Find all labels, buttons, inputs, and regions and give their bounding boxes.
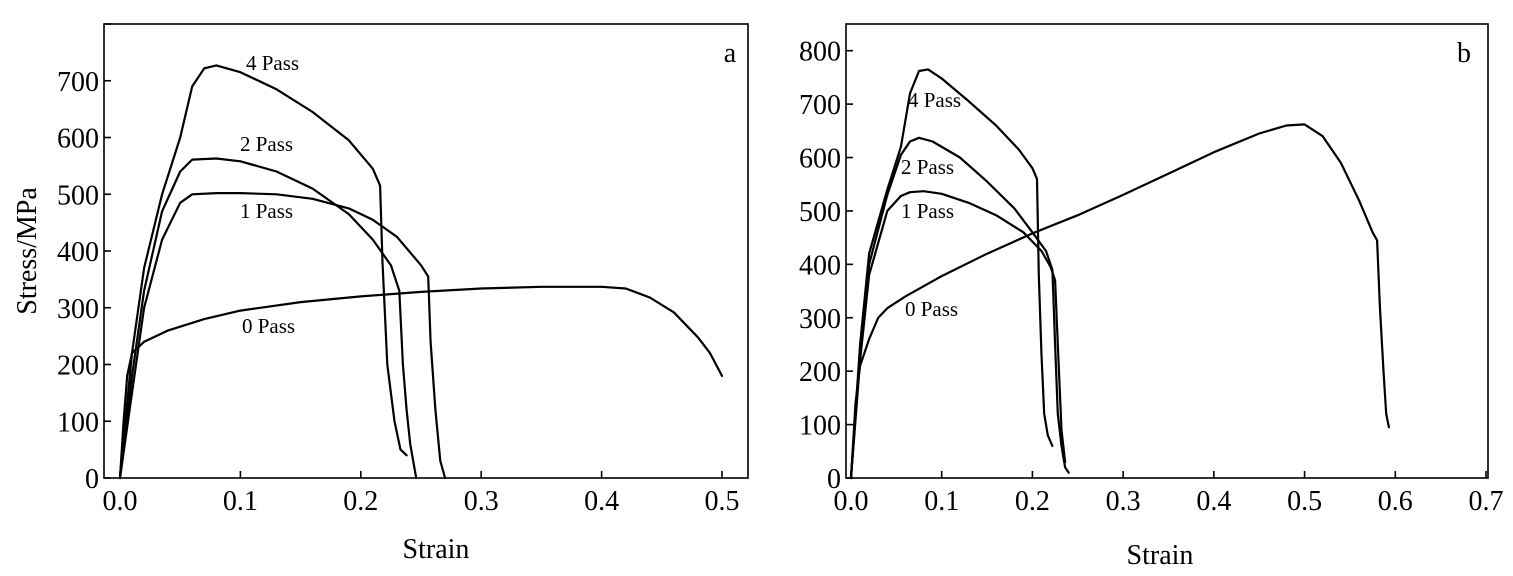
panel-b-xtick-label: 0.7 <box>1469 486 1504 517</box>
panel-b-xlabel: Strain <box>1127 540 1194 571</box>
panel-b-ytick-label: 100 <box>799 411 841 442</box>
panel-b-curve-0-pass <box>849 123 1390 480</box>
panel-b-label-1-pass: 1 Pass <box>901 199 954 223</box>
panel-b-ytick-label: 200 <box>799 357 841 388</box>
panel-a-ytick-label: 100 <box>57 407 99 438</box>
panel-b-xtick-label: 0.5 <box>1287 486 1322 517</box>
panel-a-xtick-label: 0.1 <box>223 486 258 517</box>
panel-a-xtick-label: 0.2 <box>343 486 378 517</box>
panel-a-curves <box>118 64 724 480</box>
panel-a-label-0-pass: 0 Pass <box>242 314 295 338</box>
panel-a-label-1-pass: 1 Pass <box>240 199 293 223</box>
panel-a: 0.0 0.1 0.2 0.3 0.4 0.5 0 100 200 300 400 500 600 700… <box>12 23 749 565</box>
panel-a-xlabel: Strain <box>403 534 470 565</box>
panel-b-ytick-label: 0 <box>827 464 841 495</box>
panel-b-xtick-label: 0.2 <box>1015 486 1050 517</box>
panel-a-curve-1-pass <box>118 192 447 480</box>
panel-a-ylabel: Stress/MPa <box>12 187 43 315</box>
panel-b-xtick-label: 0.0 <box>834 486 869 517</box>
panel-b-ytick-label: 700 <box>799 90 841 121</box>
panel-a-curve-0-pass <box>118 285 724 480</box>
panel-a-ytick-label: 500 <box>57 180 99 211</box>
panel-b-ytick-label: 500 <box>799 197 841 228</box>
panel-a-frame <box>103 23 749 479</box>
panel-a-curve-2-pass <box>118 157 418 480</box>
panel-a-ytick-label: 200 <box>57 351 99 382</box>
panel-b-curves <box>849 68 1390 480</box>
panel-b-xtick-label: 0.4 <box>1196 486 1231 517</box>
panel-a-label-4-pass: 4 Pass <box>246 51 299 75</box>
panel-b-ytick-label: 300 <box>799 304 841 335</box>
panel-a-curve-4-pass <box>118 64 408 480</box>
panel-a-xtick-label: 0.4 <box>584 486 619 517</box>
panel-b-xtick-label: 0.1 <box>924 486 959 517</box>
panel-b-letter: b <box>1457 38 1471 69</box>
panel-a-xtick-label: 0.3 <box>464 486 499 517</box>
panel-b-label-4-pass: 4 Pass <box>908 88 961 112</box>
panel-a-ticks: 0.0 0.1 0.2 0.3 0.4 0.5 0 100 200 300 400 500 600 700 <box>57 23 740 517</box>
panel-b-ytick-label: 600 <box>799 144 841 175</box>
panel-a-ytick-label: 600 <box>57 124 99 155</box>
panel-b-ticks: 0.0 0.1 0.2 0.3 0.4 0.5 0.6 0.7 0 100 200 300 400 500… <box>799 37 1504 517</box>
panel-a-ytick-label: 700 <box>57 67 99 98</box>
panel-b: 0.0 0.1 0.2 0.3 0.4 0.5 0.6 0.7 0 100 200 300 400 500… <box>799 23 1504 571</box>
panel-a-xtick-label: 0.5 <box>705 486 740 517</box>
panel-b-ytick-label: 800 <box>799 37 841 68</box>
panel-b-curve-2-pass <box>849 136 1070 480</box>
panel-b-xtick-label: 0.6 <box>1378 486 1413 517</box>
panel-b-label-2-pass: 2 Pass <box>901 155 954 179</box>
panel-a-label-2-pass: 2 Pass <box>240 132 293 156</box>
panel-a-xtick-label: 0.0 <box>103 486 138 517</box>
panel-a-letter: a <box>724 38 737 69</box>
panel-b-curve-1-pass <box>849 190 1067 480</box>
panel-a-ytick-label: 0 <box>85 464 99 495</box>
panel-b-curve-4-pass <box>849 68 1054 480</box>
panel-b-ytick-label: 400 <box>799 250 841 281</box>
panel-b-series-labels: 4 Pass 2 Pass 1 Pass 0 Pass <box>901 88 961 321</box>
panel-b-label-0-pass: 0 Pass <box>905 297 958 321</box>
panel-a-ytick-label: 300 <box>57 294 99 325</box>
panel-a-ytick-label: 400 <box>57 237 99 268</box>
panel-b-frame <box>845 23 1489 479</box>
panel-a-series-labels: 4 Pass 2 Pass 1 Pass 0 Pass <box>240 51 299 338</box>
panel-b-xtick-label: 0.3 <box>1106 486 1141 517</box>
